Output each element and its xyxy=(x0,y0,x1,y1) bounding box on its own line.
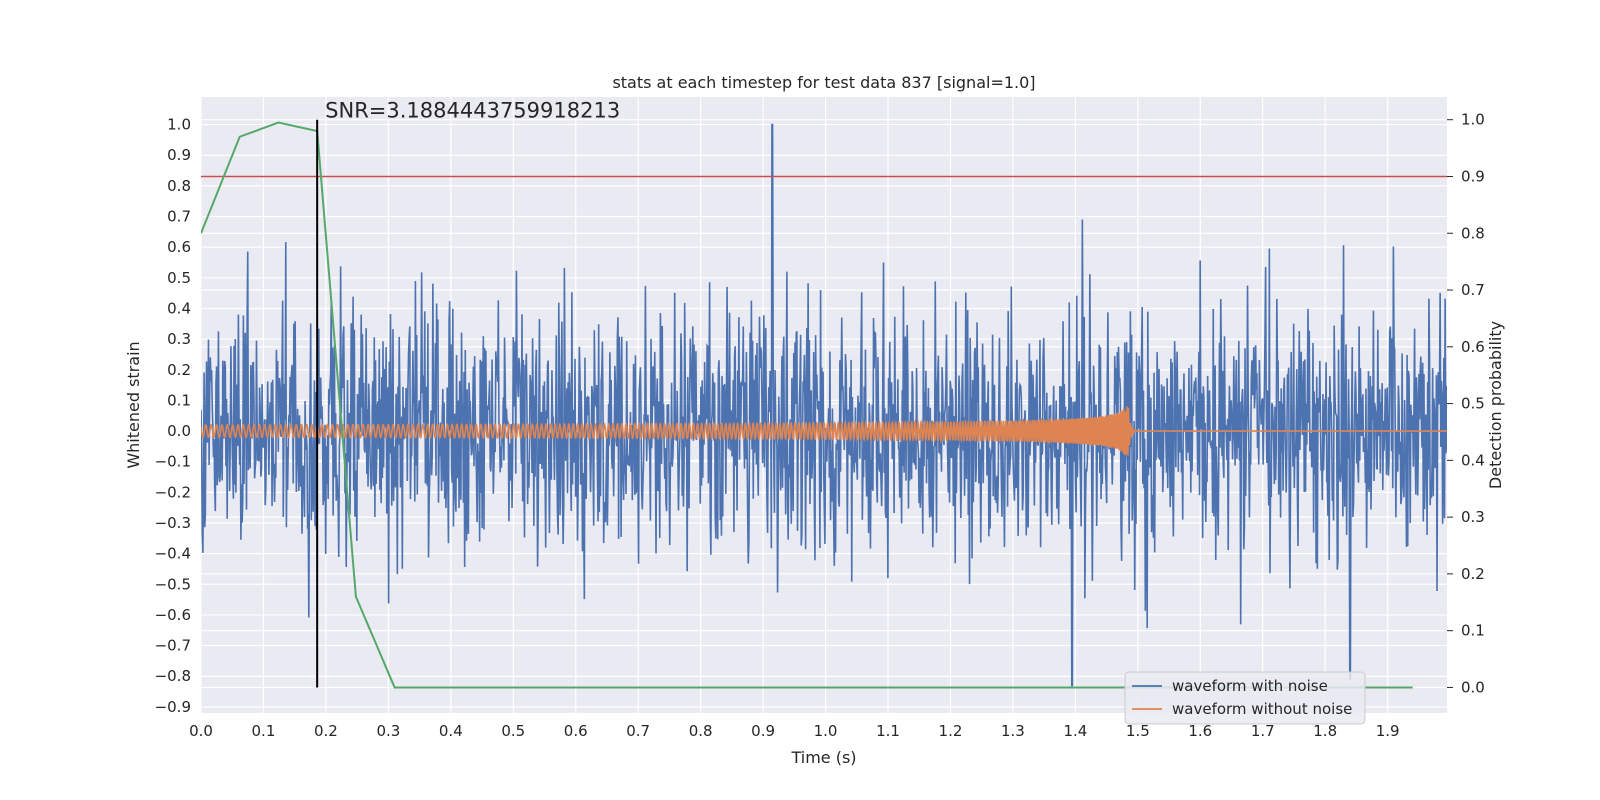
y-right-tick-label: 0.0 xyxy=(1461,678,1485,696)
y-tick-label: 1.0 xyxy=(167,116,191,134)
y-tick-label: 0.3 xyxy=(167,330,191,348)
y-tick-label: 0.7 xyxy=(167,208,191,226)
y-tick-label: 0.8 xyxy=(167,177,191,195)
x-tick-label: 1.1 xyxy=(876,722,900,740)
y-tick-label: −0.9 xyxy=(155,698,191,716)
x-tick-label: 0.6 xyxy=(564,722,588,740)
y-axis-ticks: 1.0 0.9 0.8 0.7 0.6 0.5 0.4 0.3 0.2 0.1 0.0 −0.1 −0.… xyxy=(155,116,191,716)
x-axis-ticks: 0.0 0.1 0.2 0.3 0.4 0.5 0.6 0.7 0.8 0.9 1.0 1.1 1.2 1… xyxy=(189,722,1400,740)
y-tick-label: −0.3 xyxy=(155,514,191,532)
y-axis-right-label: Detection probability xyxy=(1486,321,1505,489)
y-right-tick-label: 0.3 xyxy=(1461,508,1485,526)
y-tick-label: −0.2 xyxy=(155,483,191,501)
y-right-tick-label: 0.6 xyxy=(1461,338,1485,356)
y-tick-label: −0.8 xyxy=(155,667,191,685)
y-right-tick-label: 0.1 xyxy=(1461,622,1485,640)
y-tick-label: 0.1 xyxy=(167,391,191,409)
chart-title: stats at each timestep for test data 837… xyxy=(612,73,1035,92)
x-axis-label: Time (s) xyxy=(790,748,856,767)
x-tick-label: 1.3 xyxy=(1001,722,1025,740)
x-tick-label: 0.3 xyxy=(376,722,400,740)
legend: waveform with noise waveform without noi… xyxy=(1124,671,1366,725)
y-tick-label: 0.9 xyxy=(167,146,191,164)
x-tick-label: 1.4 xyxy=(1063,722,1087,740)
x-tick-label: 1.0 xyxy=(814,722,838,740)
x-tick-label: 0.5 xyxy=(501,722,525,740)
y-tick-label: 0.0 xyxy=(167,422,191,440)
x-tick-label: 1.8 xyxy=(1313,722,1337,740)
y-axis-right-ticks: 1.0 0.9 0.8 0.7 0.6 0.5 0.4 0.3 0.2 0.1 0.0 xyxy=(1447,111,1485,696)
x-tick-label: 0.8 xyxy=(689,722,713,740)
legend-box xyxy=(1124,671,1366,725)
y-right-tick-label: 0.7 xyxy=(1461,281,1485,299)
y-right-tick-label: 0.4 xyxy=(1461,451,1485,469)
y-tick-label: −0.4 xyxy=(155,545,191,563)
y-tick-label: 0.5 xyxy=(167,269,191,287)
legend-label-waveform-without-noise: waveform without noise xyxy=(1172,700,1352,718)
y-right-tick-label: 0.5 xyxy=(1461,395,1485,413)
y-right-tick-label: 1.0 xyxy=(1461,111,1485,129)
y-tick-label: 0.2 xyxy=(167,361,191,379)
y-tick-label: −0.5 xyxy=(155,575,191,593)
y-axis-label: Whitened strain xyxy=(124,341,143,468)
y-right-tick-label: 0.8 xyxy=(1461,224,1485,242)
y-tick-label: −0.1 xyxy=(155,453,191,471)
x-tick-label: 1.7 xyxy=(1251,722,1275,740)
x-tick-label: 0.4 xyxy=(439,722,463,740)
y-tick-label: −0.7 xyxy=(155,637,191,655)
x-tick-label: 1.2 xyxy=(939,722,963,740)
x-tick-label: 1.6 xyxy=(1188,722,1212,740)
x-tick-label: 0.1 xyxy=(252,722,276,740)
x-tick-label: 1.9 xyxy=(1376,722,1400,740)
x-tick-label: 1.5 xyxy=(1126,722,1150,740)
x-tick-label: 0.2 xyxy=(314,722,338,740)
y-tick-label: 0.6 xyxy=(167,238,191,256)
legend-label-waveform-with-noise: waveform with noise xyxy=(1172,677,1328,695)
y-tick-label: 0.4 xyxy=(167,299,191,317)
snr-annotation: SNR=3.1884443759918213 xyxy=(325,99,620,123)
y-right-tick-label: 0.2 xyxy=(1461,565,1485,583)
x-tick-label: 0.7 xyxy=(626,722,650,740)
x-tick-label: 0.0 xyxy=(189,722,213,740)
x-tick-label: 0.9 xyxy=(751,722,775,740)
y-tick-label: −0.6 xyxy=(155,606,191,624)
y-right-tick-label: 0.9 xyxy=(1461,167,1485,185)
series-line-waveform-with-noise xyxy=(201,123,1447,687)
series-line-waveform-without-noise xyxy=(201,406,1447,456)
